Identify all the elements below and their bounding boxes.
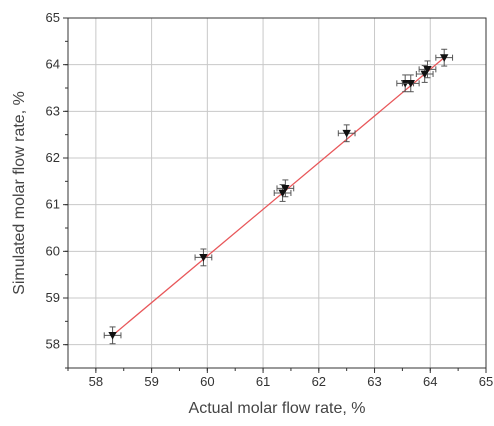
triangle-marker: [406, 79, 415, 88]
data-point: [435, 48, 454, 67]
data-points: [103, 48, 454, 345]
y-tick-label: 61: [46, 197, 60, 212]
data-point: [418, 60, 437, 79]
y-tick-label: 59: [46, 290, 60, 305]
x-tick-label: 65: [479, 374, 493, 389]
y-tick-label: 64: [46, 57, 60, 72]
grid-lines: [68, 17, 487, 368]
data-point: [401, 74, 420, 93]
y-axis-title: Simulated molar flow rate, %: [11, 91, 28, 295]
triangle-marker: [199, 254, 208, 262]
triangle-marker: [108, 331, 117, 340]
data-point: [103, 326, 122, 345]
x-tick-label: 60: [200, 374, 214, 389]
y-tick-label: 62: [46, 150, 60, 165]
triangle-marker: [420, 70, 429, 79]
triangle-marker: [278, 189, 287, 198]
data-point: [276, 179, 295, 198]
y-tick-label: 63: [46, 103, 60, 118]
x-tick-label: 63: [367, 374, 381, 389]
fit-line: [112, 57, 445, 336]
x-tick-label: 59: [144, 374, 158, 389]
data-point: [337, 124, 356, 143]
triangle-marker: [281, 184, 290, 193]
x-axis-title: Actual molar flow rate, %: [189, 400, 366, 417]
x-tick-label: 62: [312, 374, 326, 389]
triangle-marker: [342, 129, 351, 138]
x-axis-ticks: 58 59 60 61 62 63 64 65: [67, 368, 493, 389]
data-point: [194, 248, 213, 267]
triangle-marker: [423, 65, 432, 74]
y-axis-ticks: 58 59 60 61 62 63 64 65: [46, 10, 68, 369]
x-tick-label: 64: [423, 374, 437, 389]
triangle-marker: [440, 54, 449, 62]
plot-area-frame: [67, 17, 487, 369]
y-tick-label: 58: [46, 337, 60, 352]
y-tick-label: 65: [46, 10, 60, 25]
x-tick-label: 58: [89, 374, 103, 389]
y-tick-label: 60: [46, 243, 60, 258]
x-tick-label: 61: [256, 374, 270, 389]
